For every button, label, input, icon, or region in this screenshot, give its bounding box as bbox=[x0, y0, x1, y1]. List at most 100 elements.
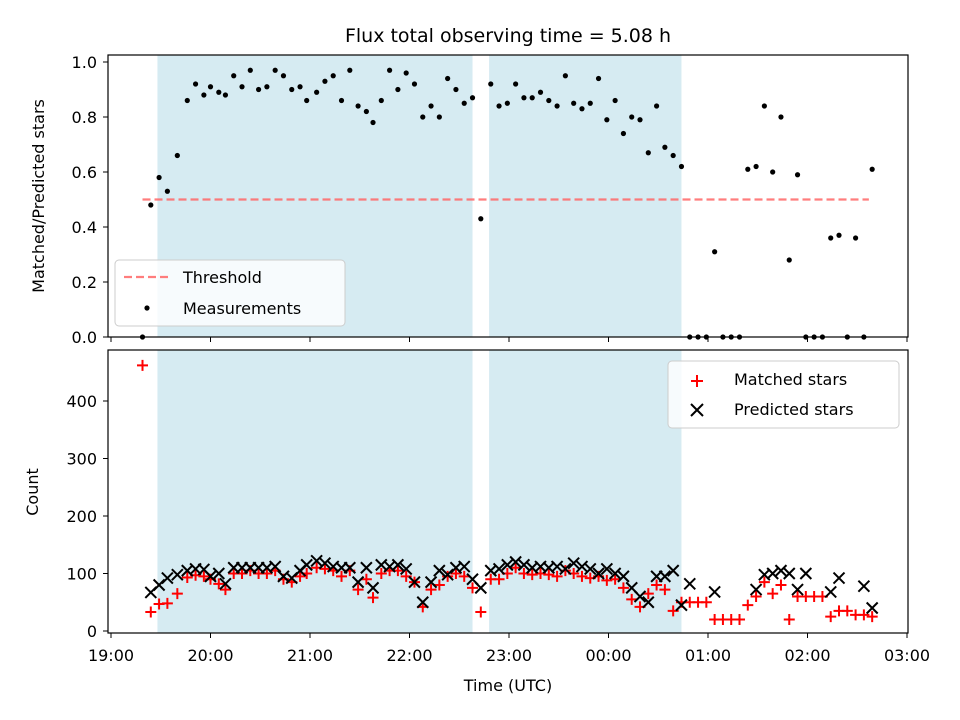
matched-stars-point bbox=[642, 588, 654, 600]
measurements-point bbox=[562, 73, 568, 79]
measurements-point bbox=[403, 70, 409, 76]
predicted-stars-point bbox=[666, 564, 680, 577]
matched-stars-point bbox=[319, 563, 331, 575]
measurements-point bbox=[330, 73, 336, 79]
matched-stars-point bbox=[493, 573, 505, 585]
matched-stars-point bbox=[866, 611, 878, 623]
measurements-point bbox=[786, 257, 792, 263]
measurements-point bbox=[222, 92, 229, 98]
measurements-point bbox=[370, 119, 376, 126]
predicted-stars-point bbox=[318, 556, 332, 570]
matched-stars-point bbox=[433, 579, 445, 591]
matched-stars-point bbox=[750, 591, 762, 602]
measurements-point bbox=[461, 100, 467, 106]
predicted-stars-point bbox=[416, 596, 429, 609]
y-tick-label: 0 bbox=[87, 622, 97, 641]
measurements-point bbox=[595, 75, 602, 82]
measurements-point bbox=[231, 73, 237, 79]
matched-stars-point bbox=[601, 574, 613, 586]
bottom-legend-box bbox=[667, 360, 900, 429]
measurements-point bbox=[836, 232, 842, 238]
measurements-point bbox=[378, 97, 384, 104]
measurements-point bbox=[264, 84, 270, 90]
measurements-point bbox=[428, 103, 434, 109]
predicted-stars-point bbox=[791, 583, 804, 596]
bottom-legend: Matched stars Predicted stars bbox=[667, 360, 900, 429]
predicted-stars-point bbox=[458, 560, 471, 573]
matched-stars-point bbox=[213, 578, 225, 590]
bottom-panel: 19:00 20:00 21:00 22:00 23:00 00:00 01:00 02:00… bbox=[23, 349, 930, 695]
matched-stars-point bbox=[352, 584, 364, 596]
measurements-point bbox=[289, 86, 295, 93]
predicted-stars-point bbox=[492, 562, 506, 576]
matched-stars-point bbox=[858, 609, 870, 621]
predicted-stars-point bbox=[783, 567, 796, 580]
predicted-stars-point bbox=[171, 568, 184, 581]
measurements-point bbox=[504, 100, 510, 106]
predicted-stars-point bbox=[824, 585, 837, 599]
shaded-interval bbox=[489, 350, 682, 633]
measurements-point bbox=[255, 86, 262, 93]
matched-stars-point bbox=[576, 570, 588, 582]
measurements-point bbox=[338, 97, 345, 104]
predicted-stars-point bbox=[683, 577, 696, 591]
x-tick-label: 21:00 bbox=[287, 646, 333, 665]
predicted-stars-point bbox=[584, 562, 597, 576]
x-tick-label: 23:00 bbox=[486, 646, 532, 665]
y-tick-label: 0.0 bbox=[72, 328, 97, 347]
measurements-point bbox=[148, 202, 154, 208]
predicted-stars-point bbox=[474, 581, 488, 595]
measurements-point bbox=[678, 163, 685, 170]
measurements-point bbox=[869, 166, 875, 172]
measurements-point bbox=[645, 150, 651, 156]
matched-stars-point bbox=[181, 572, 193, 584]
measurements-point bbox=[828, 235, 834, 241]
matched-stars-point bbox=[700, 596, 712, 608]
matched-stars-point bbox=[742, 599, 754, 611]
matched-stars-point bbox=[543, 569, 555, 581]
matched-stars-point bbox=[767, 588, 779, 600]
measurements-point bbox=[488, 81, 494, 87]
measurements-point bbox=[280, 73, 287, 79]
measurements-point bbox=[207, 84, 214, 90]
measurements-point bbox=[322, 78, 328, 84]
predicted-stars-point bbox=[408, 575, 421, 589]
legend-threshold-label: Threshold bbox=[182, 268, 262, 287]
predicted-stars-point bbox=[592, 567, 605, 580]
measurements-point bbox=[304, 97, 310, 104]
matched-stars-point bbox=[171, 588, 183, 600]
measurements-point bbox=[770, 169, 776, 175]
predicted-stars-point bbox=[212, 567, 225, 580]
matched-stars-point bbox=[375, 568, 387, 579]
measurements-point bbox=[395, 86, 401, 93]
predicted-stars-point bbox=[857, 579, 871, 593]
matched-stars-point bbox=[450, 568, 462, 579]
matched-stars-point bbox=[609, 573, 621, 585]
measurements-point bbox=[420, 114, 426, 120]
matched-stars-point bbox=[758, 576, 770, 588]
predicted-stars-point bbox=[161, 571, 174, 585]
bottom-series bbox=[137, 359, 879, 625]
measurements-point bbox=[436, 114, 442, 120]
matched-stars-point bbox=[783, 614, 795, 625]
top-plot-frame bbox=[107, 54, 909, 338]
measurements-point bbox=[156, 174, 162, 181]
matched-stars-point bbox=[626, 593, 638, 605]
measurements-point bbox=[192, 81, 199, 87]
shaded-interval bbox=[489, 55, 682, 337]
bottom-plot-frame bbox=[107, 349, 909, 634]
measurements-point bbox=[297, 84, 303, 90]
matched-stars-point bbox=[825, 611, 837, 623]
bottom-y-axis-label: Count bbox=[23, 468, 42, 516]
predicted-stars-point bbox=[832, 571, 846, 585]
predicted-stars-point bbox=[600, 562, 614, 576]
measurements-point bbox=[745, 166, 751, 172]
predicted-stars-point bbox=[642, 596, 655, 609]
measurements-point bbox=[363, 108, 369, 115]
predicted-stars-point bbox=[219, 577, 232, 591]
measurements-point bbox=[355, 103, 361, 109]
predicted-stars-point bbox=[865, 601, 879, 615]
chart-title: Flux total observing time = 5.08 h bbox=[345, 25, 671, 47]
predicted-stars-point bbox=[424, 575, 438, 589]
